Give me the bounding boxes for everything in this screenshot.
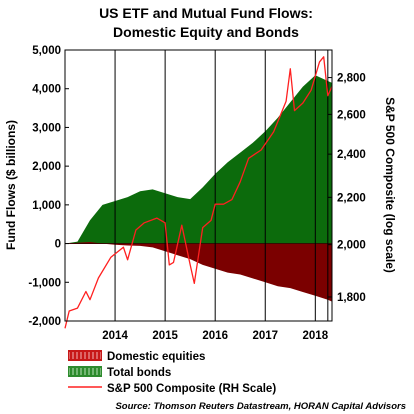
- left-tick-label-5: 0: [55, 239, 61, 251]
- chart-title-line1: US ETF and Mutual Fund Flows:: [99, 5, 313, 21]
- left-tick-label-1: 4,000: [32, 84, 61, 96]
- left-axis-ticks: 5,000 4,000 3,000 2,000 1,000 0 -1,000 -2,000: [28, 45, 69, 328]
- right-axis-title: S&P 500 Composite (log scale): [383, 97, 397, 273]
- legend-label-domestic-equities: Domestic equities: [107, 351, 205, 363]
- x-axis-ticks: 2014 2015 2016 2017 2018: [102, 330, 328, 342]
- right-tick-label-1: 2,600: [337, 109, 366, 121]
- x-tick-label-2018: 2018: [303, 330, 329, 342]
- area-total-bonds: [65, 75, 332, 244]
- left-tick-label-2: 3,000: [32, 122, 61, 134]
- right-tick-label-3: 2,200: [337, 192, 366, 204]
- left-tick-label-0: 5,000: [32, 45, 61, 57]
- legend-label-sp500: S&P 500 Composite (RH Scale): [107, 383, 276, 395]
- vertical-lines-layer: [114, 50, 329, 321]
- left-tick-label-3: 2,000: [32, 161, 61, 173]
- left-tick-label-6: -1,000: [28, 277, 61, 289]
- right-tick-label-2: 2,400: [337, 149, 366, 161]
- x-tick-label-2015: 2015: [152, 330, 178, 342]
- x-tick-label-2014: 2014: [102, 330, 128, 342]
- x-tick-label-2016: 2016: [202, 330, 228, 342]
- chart-title-line2: Domestic Equity and Bonds: [113, 24, 299, 40]
- legend-swatch-hatch-red: [69, 352, 101, 359]
- left-axis-title: Fund Flows ($ billions): [4, 120, 18, 250]
- left-tick-label-4: 1,000: [32, 200, 61, 212]
- legend-label-total-bonds: Total bonds: [107, 367, 171, 379]
- sp500-line: [64, 56, 333, 329]
- right-axis-ticks: 2,800 2,600 2,400 2,200 2,000 1,800: [328, 73, 366, 304]
- right-tick-label-0: 2,800: [337, 73, 366, 85]
- right-tick-label-5: 1,800: [337, 292, 366, 304]
- plot-frame: [64, 49, 333, 322]
- area-domestic-equities: [65, 242, 332, 302]
- sp500-line-layer: [64, 56, 333, 329]
- x-tick-label-2017: 2017: [252, 330, 278, 342]
- legend: Domestic equities Total bonds S&P 500 Co…: [68, 350, 276, 395]
- source-note: Source: Thomson Reuters Datastream, HORA…: [115, 401, 406, 412]
- right-tick-label-4: 2,000: [337, 240, 366, 252]
- legend-swatch-hatch-green: [69, 368, 101, 375]
- left-tick-label-7: -2,000: [28, 316, 61, 328]
